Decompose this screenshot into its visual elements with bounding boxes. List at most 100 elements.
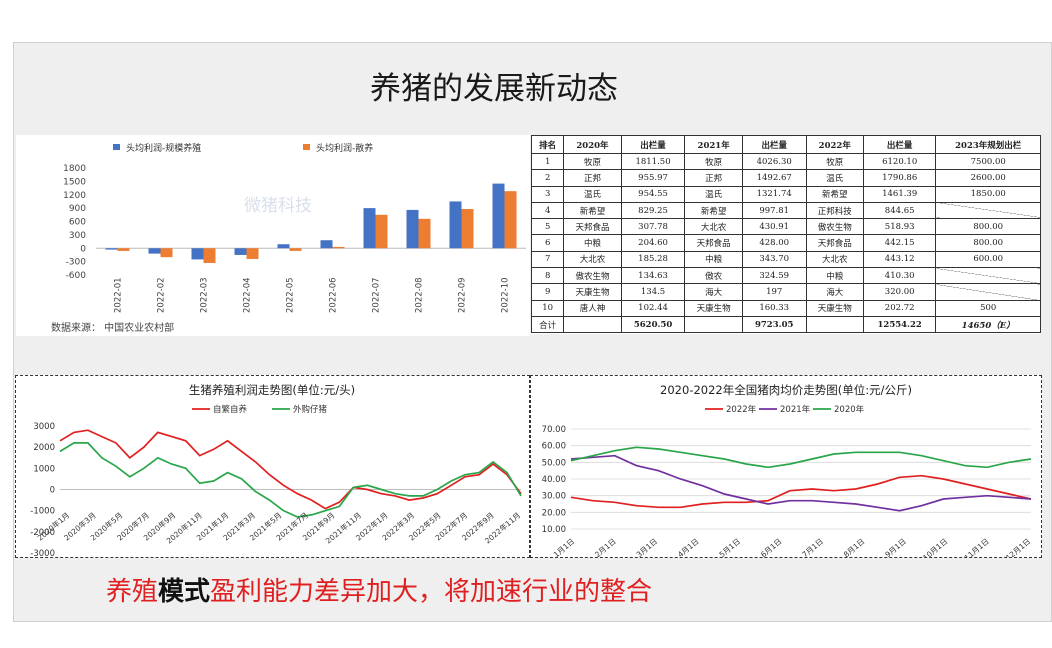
table-cell: 2 [531,169,565,187]
price-line-chart: 2020-2022年全国猪肉均价走势图(单位:元/公斤) 2022年 2021年 20… [542,383,1033,562]
x-tick-label: 10月1日 [921,537,949,557]
table-cell: 518.93 [862,218,937,236]
table-cell: 134.63 [620,267,686,285]
table-cell: 8 [531,267,565,285]
table-row: 9 天康生物 134.5 海大 197 海大 320.00 [531,283,1041,301]
x-tick-label: 8月1日 [842,537,867,557]
y-tick-label: 3000 [33,422,55,432]
table-cell: 傲农生物 [563,267,622,285]
series-line [570,454,1032,512]
price-chart-panel: 2020-2022年全国猪肉均价走势图(单位:元/公斤) 2022年 2021年 20… [530,375,1042,562]
table-row: 8 傲农生物 134.63 傲农 324.59 中粮 410.30 [531,267,1041,285]
y-tick-label: 2000 [33,443,55,453]
table-cell: 牧原 [805,152,864,171]
x-tick-label: 2022-07 [372,277,382,313]
table-cell: 829.25 [620,201,686,220]
x-tick-label: 4月1日 [676,537,701,557]
table-cell: 800.00 [935,218,1041,236]
table-row: 7 大北农 185.28 中粮 343.70 大北农 443.12 600.00 [531,250,1041,269]
bar-chart-panel: 头均利润-规模养殖 头均利润-散养 微猪科技 1800 1500 1200 900 600 30… [16,135,530,336]
x-tick-label: 7月1日 [800,537,825,557]
table-header-cell: 排名 [531,135,565,154]
bar [449,201,462,249]
bar [363,208,376,249]
bar [160,248,173,258]
table-cell: 天康生物 [805,299,864,317]
table-cell: 600.00 [935,250,1041,269]
table-cell: 海大 [684,283,743,301]
y-tick-label: -2000 [30,528,55,538]
table-row: 合计 5620.50 9723.05 12554.22 14650（E） [531,315,1041,334]
x-tick-label: 2月1日 [593,537,618,557]
table-header-cell: 2021年 [684,135,743,154]
x-tick-label: 2022-09 [458,277,468,313]
x-tick-label: 12月1日 [1004,537,1032,557]
y-tick-label: 50.00 [542,458,566,468]
table-cell: 1850.00 [935,185,1041,203]
table-cell: 443.12 [862,250,937,269]
table-cell: 320.00 [862,283,937,301]
y-tick-label: 30.00 [542,492,566,502]
y-tick-label: 1500 [63,177,86,187]
legend-label: 2022年 [726,404,757,415]
slide: 养猪的发展新动态 头均利润-规模养殖 头均利润-散养 微猪科技 1800 1500 120… [13,42,1052,622]
table-header-cell: 出栏量 [741,135,807,154]
legend-swatch [303,144,310,150]
table-cell: 天邦食品 [684,234,743,252]
table-row: 3 温氏 954.55 温氏 1321.74 新希望 1461.39 1850.00 [531,185,1041,203]
table-cell: 2600.00 [935,169,1041,187]
table-cell: 中粮 [805,267,864,285]
table-row: 5 天邦食品 307.78 大北农 430.91 傲农生物 518.93 800.00 [531,218,1041,236]
table-cell: 牧原 [563,152,622,171]
table-cell: 中粮 [684,250,743,269]
table-cell: 新希望 [684,201,743,220]
x-tick-label: 2022-05 [286,277,296,313]
table-cell [935,267,1041,285]
x-tick-label: 2022-04 [243,277,253,313]
table-cell: 天邦食品 [563,218,622,236]
profit-chart-panel: 生猪养殖利润走势图(单位:元/头) 自繁自养 外购仔猪 3000 2000 1000 0 -1… [15,375,530,559]
table-cell: 204.60 [620,234,686,252]
table-cell [935,201,1041,220]
y-tick-label: 20.00 [542,508,566,518]
series-line [570,446,1032,469]
bar [332,246,345,249]
series-line [59,442,522,518]
table-cell: 合计 [531,315,565,334]
bar [277,244,290,249]
table-cell: 大北农 [684,218,743,236]
table-cell: 9 [531,283,565,301]
table-cell: 197 [741,283,807,301]
x-tick-label: 9月1日 [883,537,908,557]
table-cell: 997.81 [741,201,807,220]
table-cell: 正邦科技 [805,201,864,220]
y-tick-label: -300 [66,258,87,268]
table-cell: 185.28 [620,250,686,269]
table-header-cell: 2023年规划出栏 [935,135,1041,154]
table-cell: 442.15 [862,234,937,252]
table-cell: 中粮 [563,234,622,252]
table-cell: 1461.39 [862,185,937,203]
x-tick-label: 2022-06 [329,277,339,313]
x-tick-label: 6月1日 [759,537,784,557]
y-tick-label: 70.00 [542,425,566,435]
table-cell: 海大 [805,283,864,301]
y-tick-label: 1800 [63,164,86,174]
bar [117,248,130,251]
y-tick-label: 900 [69,204,86,214]
legend-label: 头均利润-散养 [316,142,373,154]
bar [320,240,333,249]
table-cell: 5 [531,218,565,236]
table-cell: 7500.00 [935,152,1041,171]
x-tick-label: 1月1日 [552,537,577,557]
table-cell: 307.78 [620,218,686,236]
table-cell [805,315,864,334]
y-tick-label: -600 [66,271,87,281]
table-cell: 4 [531,201,565,220]
table-cell: 1492.67 [741,169,807,187]
table-cell: 牧原 [684,152,743,171]
table-cell: 844.65 [862,201,937,220]
table-cell: 954.55 [620,185,686,203]
bar [148,248,161,254]
